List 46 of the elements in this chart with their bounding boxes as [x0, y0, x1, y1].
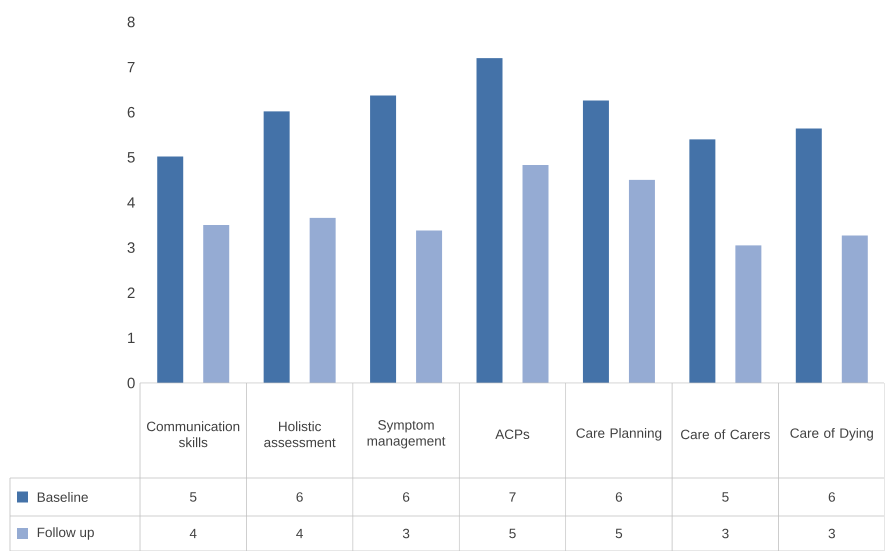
- bar: [842, 235, 868, 383]
- y-tick-label: 4: [127, 197, 135, 208]
- legend-label: Follow up: [38, 527, 94, 540]
- data-label: 5: [509, 528, 516, 538]
- data-label: 5: [190, 492, 196, 502]
- data-label: 7: [509, 492, 516, 502]
- y-tick-label: 2: [128, 288, 135, 298]
- data-label: 6: [616, 492, 622, 502]
- data-label: 5: [616, 528, 622, 538]
- x-tick-label: Care of Dying: [790, 428, 873, 441]
- bar: [522, 165, 549, 383]
- y-tick-label: 8: [128, 16, 135, 28]
- data-label: 6: [403, 492, 410, 502]
- data-label: 4: [296, 528, 303, 538]
- bar: [264, 111, 290, 383]
- data-label: 4: [190, 528, 197, 538]
- data-label: 3: [402, 528, 410, 538]
- y-tick-label: 0: [128, 378, 135, 388]
- x-tick-label: ACPs: [495, 429, 530, 440]
- bar: [416, 230, 442, 383]
- bar: [689, 139, 716, 383]
- bar: [796, 128, 822, 383]
- legend-label: Baseline: [38, 492, 88, 502]
- data-label: 5: [722, 492, 729, 502]
- y-tick-label: 6: [128, 106, 135, 118]
- bar: [735, 245, 762, 383]
- x-tick-label: Care Planning: [576, 428, 662, 441]
- data-label: 3: [722, 528, 729, 538]
- bar: [370, 96, 396, 383]
- bar: [203, 225, 230, 383]
- bar: [582, 100, 609, 383]
- y-tick-label: 5: [128, 152, 135, 163]
- bar: [476, 58, 503, 383]
- data-label: 3: [828, 528, 835, 538]
- y-tick-label: 1: [128, 332, 135, 344]
- bar: [157, 156, 184, 383]
- x-tick-label: Holistic assessment: [264, 421, 336, 448]
- data-label: 6: [296, 492, 303, 502]
- bar: [310, 218, 336, 383]
- y-tick-label: 7: [128, 62, 135, 72]
- x-tick-label: Communication skills: [147, 421, 240, 448]
- bar: [628, 180, 655, 383]
- x-tick-label: Care of Carers: [681, 429, 770, 440]
- y-tick-label: 3: [128, 242, 135, 253]
- data-label: 6: [828, 492, 835, 502]
- x-tick-label: Symptom management: [368, 420, 446, 448]
